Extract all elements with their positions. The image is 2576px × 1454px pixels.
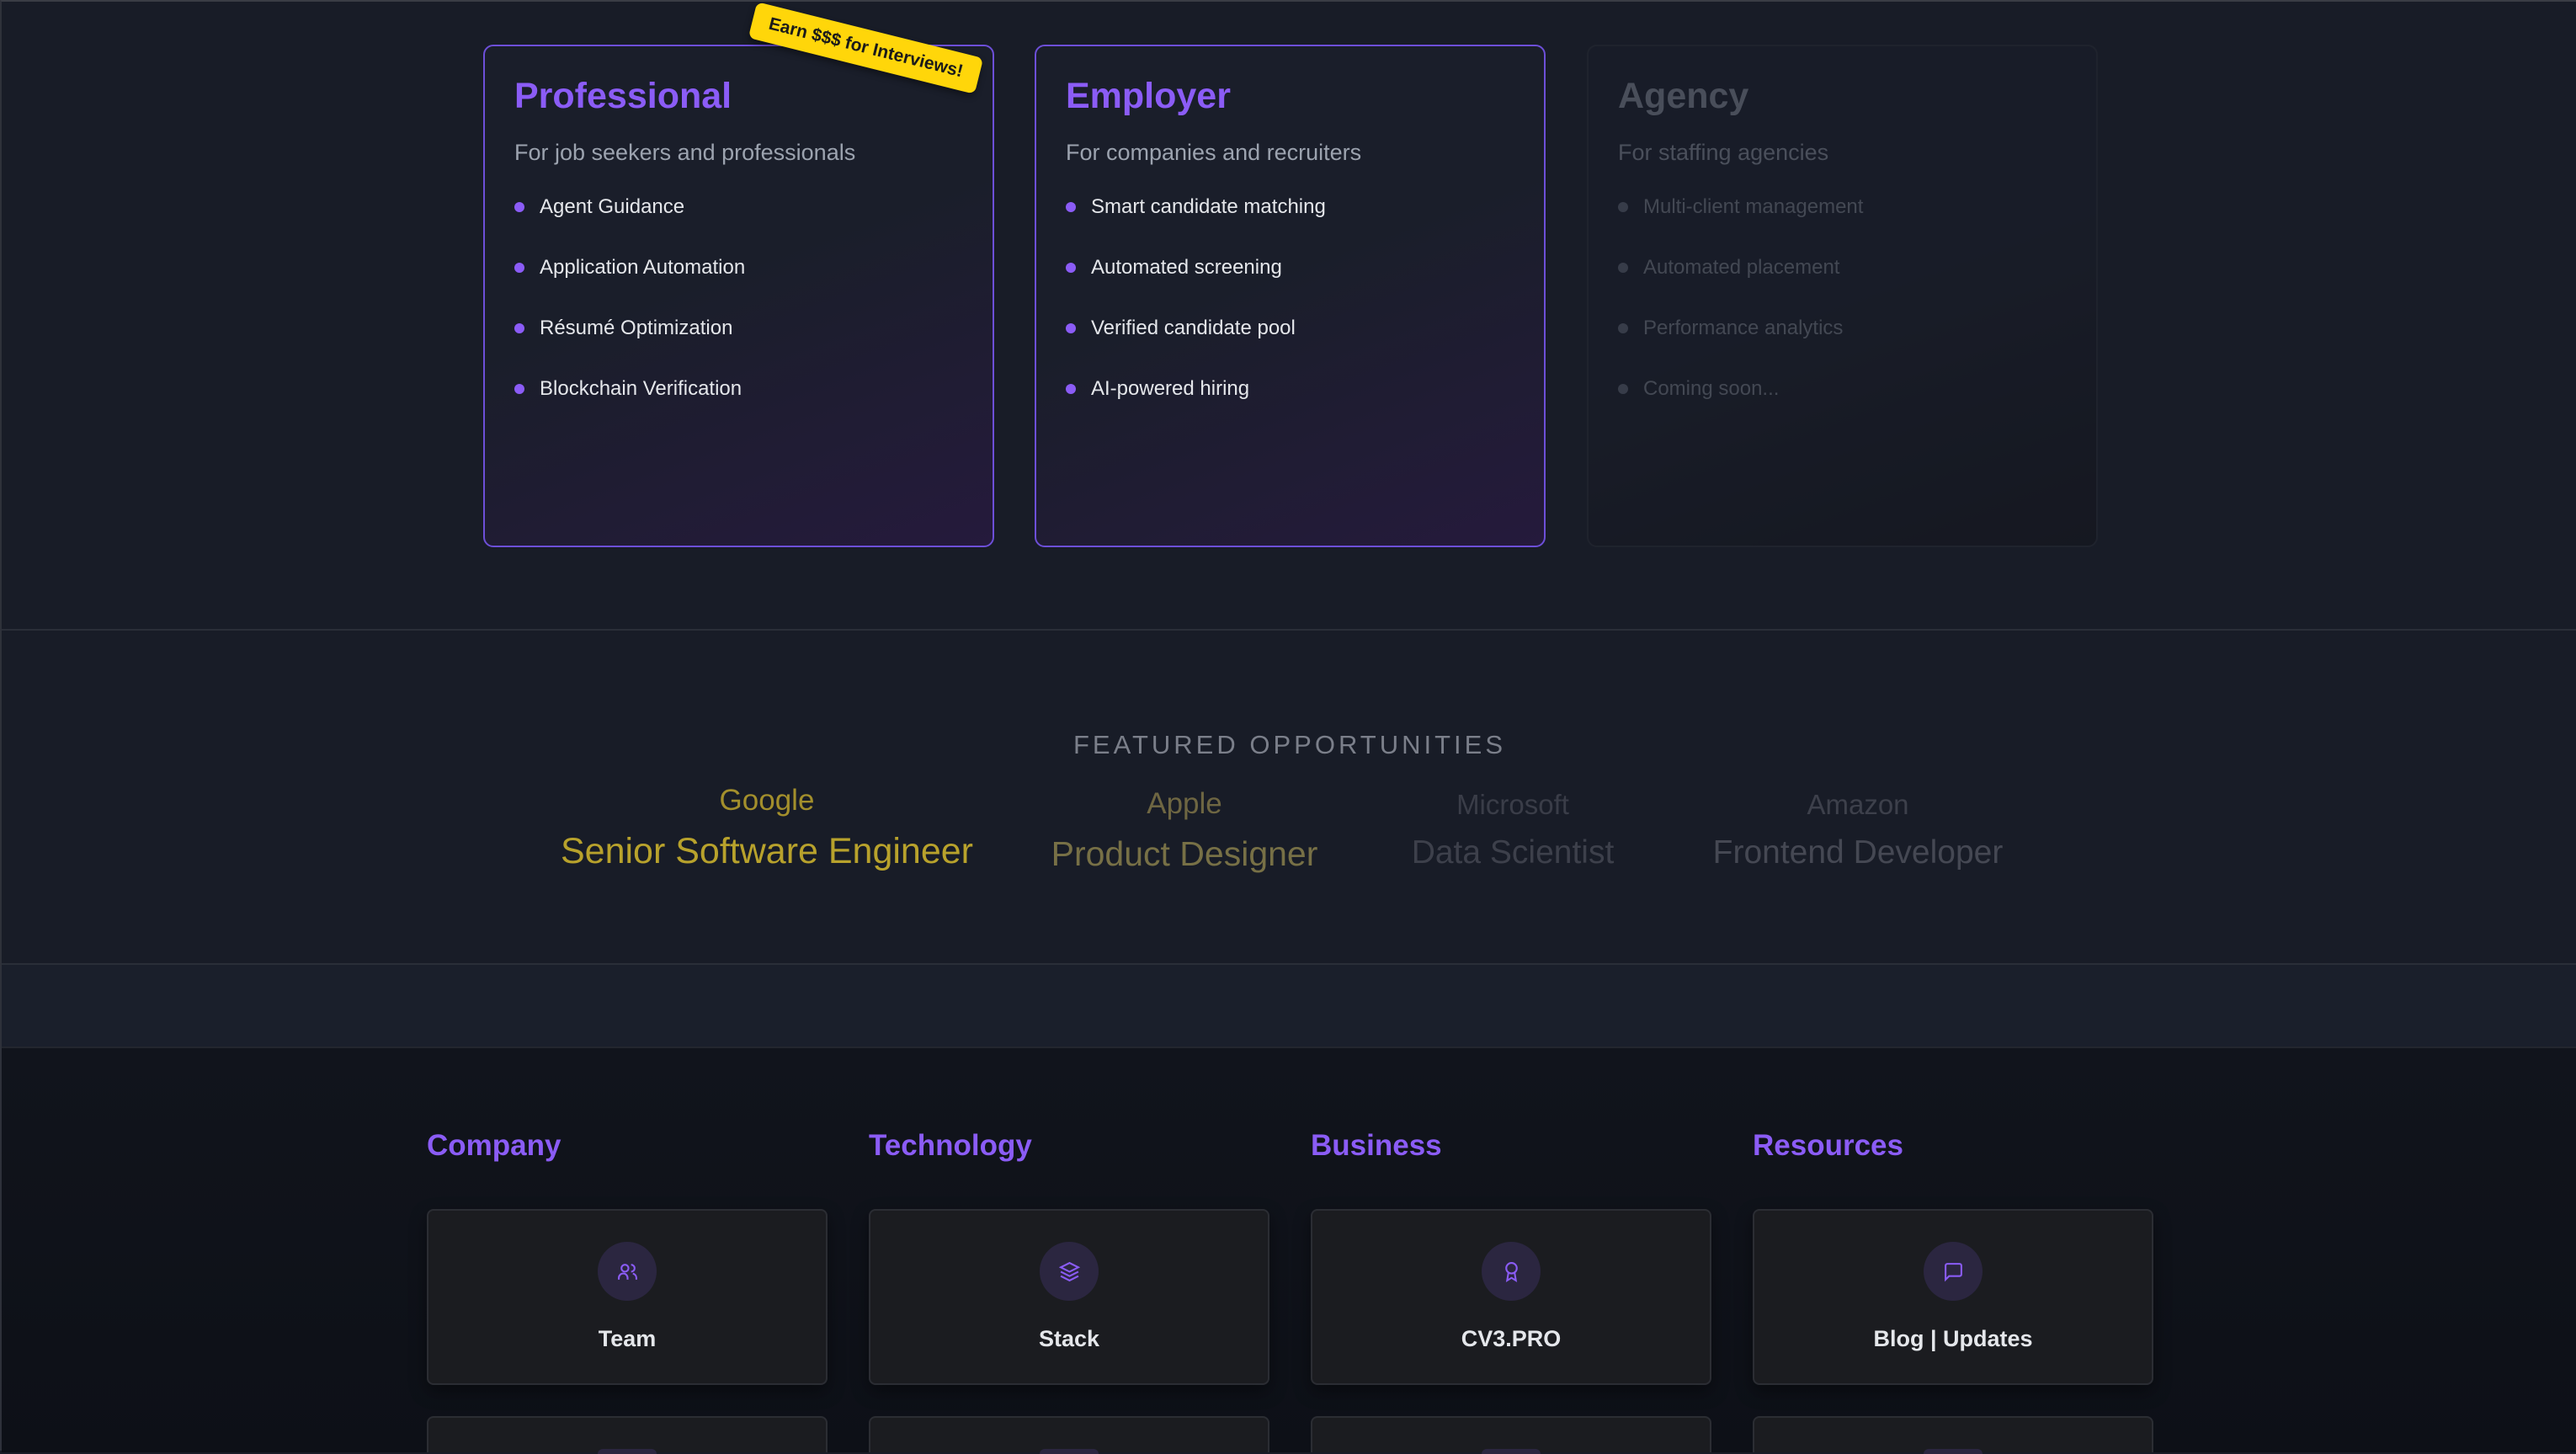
circle-icon — [1924, 1449, 1983, 1454]
footer-heading: Business — [1311, 1129, 1442, 1162]
award-icon — [1482, 1242, 1541, 1301]
footer-link-label: Team — [598, 1326, 657, 1351]
footer-heading: Company — [427, 1129, 562, 1162]
opportunity-company: Amazon — [1807, 789, 1909, 820]
footer-link-card[interactable] — [869, 1416, 1269, 1454]
spacer-band — [2, 965, 2576, 1047]
feature-item: Smart candidate matching — [1066, 195, 1514, 256]
feature-label: Résumé Optimization — [540, 317, 733, 339]
opportunity-company: Microsoft — [1456, 789, 1569, 820]
circle-icon — [598, 1449, 657, 1454]
footer-link-blog[interactable]: Blog | Updates — [1753, 1209, 2153, 1385]
bullet-icon — [1618, 384, 1628, 394]
opportunity-role: Frontend Developer — [1712, 834, 2004, 871]
layers-icon — [1040, 1242, 1099, 1301]
feature-item: Performance analytics — [1618, 317, 2067, 377]
footer — [2, 1047, 2576, 1452]
feature-label: Verified candidate pool — [1091, 317, 1296, 339]
feature-label: AI-powered hiring — [1091, 377, 1250, 400]
plan-subtitle: For job seekers and professionals — [514, 140, 856, 165]
circle-icon — [1040, 1449, 1099, 1454]
plan-subtitle: For companies and recruiters — [1066, 140, 1362, 165]
footer-heading: Technology — [869, 1129, 1032, 1162]
opportunity-item[interactable]: Google Senior Software Engineer — [561, 784, 973, 872]
opportunity-item[interactable]: Microsoft Data Scientist — [1412, 789, 1615, 871]
feature-label: Coming soon... — [1643, 377, 1780, 400]
feature-label: Automated placement — [1643, 256, 1840, 279]
feature-item: Verified candidate pool — [1066, 317, 1514, 377]
opportunity-company: Google — [719, 784, 815, 817]
footer-link-stack[interactable]: Stack — [869, 1209, 1269, 1385]
footer-heading: Resources — [1753, 1129, 1903, 1162]
circle-icon — [1482, 1449, 1541, 1454]
feature-item: Résumé Optimization — [514, 317, 963, 377]
bullet-icon — [1066, 384, 1076, 394]
featured-heading: FEATURED OPPORTUNITIES — [1072, 730, 1506, 759]
plan-card-employer[interactable]: Employer For companies and recruiters Sm… — [1035, 45, 1546, 547]
bullet-icon — [514, 384, 524, 394]
feature-item: AI-powered hiring — [1066, 377, 1514, 438]
footer-link-card[interactable] — [427, 1416, 828, 1454]
users-icon — [598, 1242, 657, 1301]
bullet-icon — [1618, 323, 1628, 333]
bullet-icon — [1066, 263, 1076, 273]
feature-item: Automated screening — [1066, 256, 1514, 317]
footer-link-label: Blog | Updates — [1873, 1326, 2033, 1351]
footer-link-card[interactable] — [1753, 1416, 2153, 1454]
opportunity-item[interactable]: Apple Product Designer — [1051, 787, 1318, 874]
bullet-icon — [514, 323, 524, 333]
opportunity-role: Product Designer — [1051, 834, 1318, 873]
plan-title: Professional — [514, 76, 732, 116]
feature-label: Smart candidate matching — [1091, 195, 1326, 218]
feature-item: Automated placement — [1618, 256, 2067, 317]
message-square-icon — [1924, 1242, 1983, 1301]
footer-link-cv3pro[interactable]: CV3.PRO — [1311, 1209, 1711, 1385]
footer-link-label: Stack — [1038, 1326, 1100, 1351]
plan-card-professional[interactable]: Professional For job seekers and profess… — [483, 45, 994, 547]
plan-title: Agency — [1618, 76, 1749, 116]
opportunity-role: Senior Software Engineer — [560, 831, 974, 871]
feature-label: Multi-client management — [1643, 195, 1864, 218]
feature-item: Blockchain Verification — [514, 377, 963, 438]
plan-card-agency: Agency For staffing agencies Multi-clien… — [1587, 45, 2098, 547]
feature-label: Agent Guidance — [540, 195, 685, 218]
feature-item: Multi-client management — [1618, 195, 2067, 256]
feature-item: Agent Guidance — [514, 195, 963, 256]
bullet-icon — [1066, 202, 1076, 212]
bullet-icon — [514, 263, 524, 273]
divider — [2, 629, 2576, 631]
footer-link-card[interactable] — [1311, 1416, 1711, 1454]
opportunity-item[interactable]: Amazon Frontend Developer — [1713, 789, 2004, 871]
feature-label: Automated screening — [1091, 256, 1282, 279]
bullet-icon — [1618, 263, 1628, 273]
feature-label: Blockchain Verification — [540, 377, 742, 400]
feature-label: Performance analytics — [1643, 317, 1844, 339]
footer-link-label: CV3.PRO — [1461, 1326, 1562, 1351]
plan-subtitle: For staffing agencies — [1618, 140, 1829, 165]
bullet-icon — [514, 202, 524, 212]
feature-item: Application Automation — [514, 256, 963, 317]
opportunity-company: Apple — [1147, 787, 1222, 820]
bullet-icon — [1066, 323, 1076, 333]
feature-label: Application Automation — [540, 256, 746, 279]
plan-title: Employer — [1066, 76, 1231, 116]
footer-link-team[interactable]: Team — [427, 1209, 828, 1385]
bullet-icon — [1618, 202, 1628, 212]
feature-item: Coming soon... — [1618, 377, 2067, 438]
divider — [2, 963, 2576, 965]
opportunity-role: Data Scientist — [1411, 834, 1615, 871]
